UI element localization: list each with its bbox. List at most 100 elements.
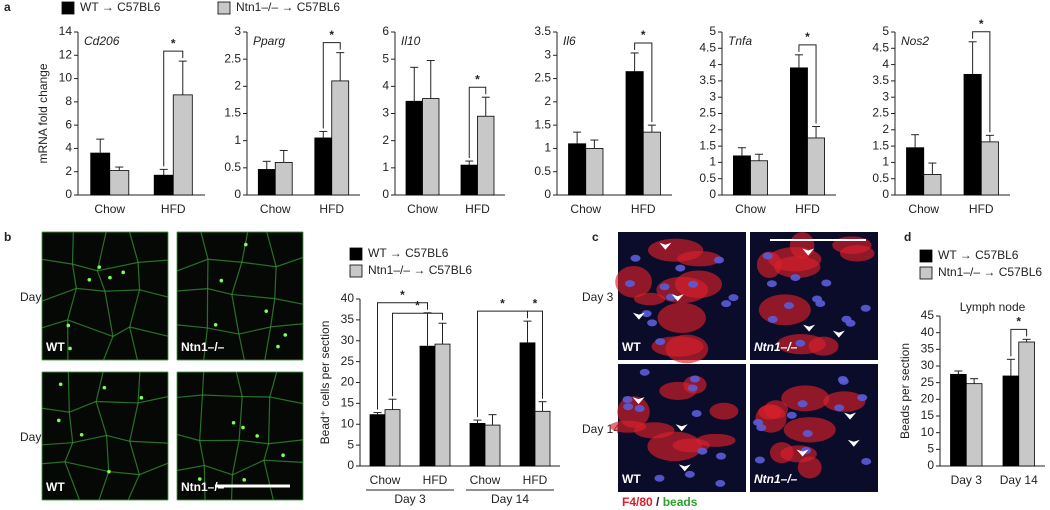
y-tick-label: 1.5	[872, 138, 889, 152]
nucleus	[754, 456, 765, 464]
error-bar	[115, 166, 124, 171]
nucleus	[634, 404, 645, 412]
error-bar	[488, 414, 497, 426]
error-bar	[388, 398, 397, 410]
macrophage	[769, 442, 794, 464]
legend-swatch	[349, 247, 363, 261]
cell-border	[71, 231, 74, 265]
y-tick-label: 30	[921, 358, 935, 372]
error-bar	[911, 134, 920, 148]
y-tick-label: 0.5	[534, 164, 551, 178]
bar	[965, 383, 983, 467]
micrograph	[609, 364, 746, 492]
bar	[153, 174, 174, 196]
legend-label: Ntn1–/– → C57BL6	[938, 265, 1042, 279]
cell-border	[203, 465, 206, 501]
image-label: WT	[622, 472, 641, 486]
y-tick-label: 0.5	[872, 171, 889, 185]
nucleus	[622, 395, 633, 403]
y-tick-label: 25	[921, 375, 935, 389]
cell-border	[41, 461, 65, 465]
macrophage	[781, 385, 830, 412]
bar	[274, 161, 293, 196]
error-bar	[410, 66, 419, 102]
cell-border	[129, 326, 138, 361]
y-tick-label: 3	[544, 47, 551, 61]
nucleus	[623, 403, 634, 411]
nucleus	[786, 411, 797, 419]
nucleus	[834, 404, 845, 412]
error-bar	[737, 147, 746, 156]
y-tick-label: 1.5	[699, 138, 716, 152]
cell-border	[129, 402, 139, 442]
error-bar	[426, 60, 435, 99]
error-bar	[1022, 338, 1031, 342]
cell-border	[104, 291, 114, 337]
bead	[243, 242, 248, 247]
bar	[109, 170, 130, 196]
error-bar	[279, 149, 288, 163]
panel-letter: a	[4, 0, 11, 14]
y-tick-label: 4.5	[699, 40, 716, 54]
nucleus	[861, 457, 872, 465]
micrograph	[176, 371, 304, 501]
x-tick-label: HFD	[969, 202, 994, 216]
y-tick-label: 1.5	[534, 117, 551, 131]
x-tick-label: HFD	[631, 202, 656, 216]
bar	[369, 414, 386, 467]
y-tick-label: 10	[59, 71, 73, 85]
cell-border	[67, 288, 77, 321]
y-tick-label: 4	[65, 141, 72, 155]
bead	[283, 333, 288, 337]
y-tick-label: 35	[921, 342, 935, 356]
image-label: Ntn1–/–	[181, 480, 225, 494]
arrowhead	[832, 330, 845, 338]
cell-border	[67, 319, 114, 338]
bar	[642, 131, 661, 196]
cell-border	[231, 293, 275, 300]
error-bar	[438, 322, 447, 345]
nucleus	[857, 394, 868, 402]
nucleus	[728, 294, 739, 302]
y-tick-label: 15	[921, 408, 935, 422]
significance-bracket	[634, 42, 653, 123]
legend-swatch	[919, 266, 933, 280]
macrophage	[758, 294, 811, 326]
macrophage	[609, 420, 647, 433]
x-tick-label: Day 3	[951, 473, 983, 487]
cell-border	[238, 333, 245, 361]
bead	[121, 270, 126, 275]
y-tick-label: 30	[341, 333, 355, 347]
y-tick-label: 2	[882, 122, 889, 136]
y-tick-label: 3.5	[699, 73, 716, 87]
cell-border	[105, 435, 110, 472]
macrophage	[823, 391, 866, 412]
y-tick-label: 2.5	[534, 71, 551, 85]
x-tick-label: Day 14	[1000, 473, 1038, 487]
caption-part: /	[656, 495, 660, 509]
arrowhead	[847, 439, 860, 447]
panel-letter: b	[4, 230, 11, 244]
caption-part: F4/80	[622, 495, 653, 509]
arrowhead	[671, 294, 684, 302]
bar	[314, 137, 333, 196]
x-tick-label: HFD	[795, 202, 820, 216]
nucleus	[716, 452, 727, 460]
y-tick-label: 40	[341, 291, 355, 305]
cell-border	[199, 394, 204, 441]
error-bar	[319, 130, 328, 138]
nucleus	[697, 447, 708, 455]
nucleus	[812, 295, 823, 303]
cell-border	[64, 461, 109, 473]
nucleus	[688, 280, 699, 288]
cell-border	[270, 323, 304, 328]
cell-border	[129, 326, 169, 337]
y-tick-label: 12	[59, 47, 73, 61]
chart-title: Cd206	[84, 34, 120, 48]
bead	[139, 395, 144, 400]
y-tick-label: 2.5	[224, 51, 241, 65]
bead	[219, 278, 224, 283]
cell-border	[41, 258, 73, 265]
cell-border	[96, 270, 106, 292]
nucleus	[838, 377, 849, 385]
